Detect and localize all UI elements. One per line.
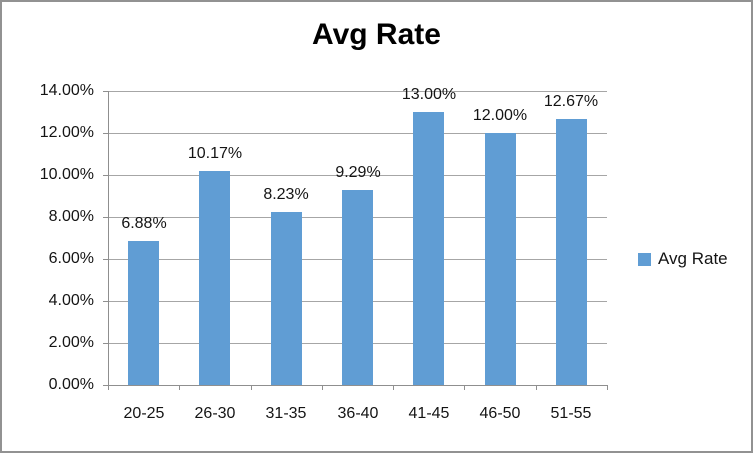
legend[interactable]: Avg Rate [638, 249, 728, 269]
y-axis-tick [103, 385, 108, 386]
bar-data-label: 13.00% [401, 86, 457, 103]
y-axis-tick [103, 91, 108, 92]
bar-36-40[interactable] [342, 190, 373, 385]
gridline [108, 175, 607, 176]
gridline [108, 133, 607, 134]
x-axis-tick [108, 385, 109, 390]
y-axis-tick-label: 8.00% [48, 208, 94, 225]
y-axis-tick-label: 14.00% [39, 82, 94, 99]
y-axis-tick-label: 10.00% [39, 166, 94, 183]
y-axis-tick [103, 133, 108, 134]
x-axis-category-label: 46-50 [479, 405, 521, 422]
bar-data-label: 8.23% [263, 186, 309, 203]
bar-31-35[interactable] [271, 212, 302, 385]
y-axis-tick-label: 12.00% [39, 124, 94, 141]
bar-data-label: 12.67% [543, 93, 599, 110]
x-axis-tick [536, 385, 537, 390]
y-axis-tick-label: 2.00% [48, 334, 94, 351]
y-axis-tick [103, 343, 108, 344]
bar-20-25[interactable] [128, 241, 159, 385]
bar-46-50[interactable] [485, 133, 516, 385]
gridline [108, 91, 607, 92]
x-axis-tick [607, 385, 608, 390]
x-axis-category-label: 36-40 [337, 405, 379, 422]
y-axis-tick [103, 259, 108, 260]
bar-data-label: 6.88% [121, 215, 167, 232]
y-axis [108, 91, 109, 386]
y-axis-tick [103, 175, 108, 176]
chart-title: Avg Rate [312, 18, 441, 51]
x-axis-category-label: 31-35 [265, 405, 307, 422]
x-axis-tick [322, 385, 323, 390]
y-axis-tick-label: 4.00% [48, 292, 94, 309]
bar-41-45[interactable] [413, 112, 444, 385]
legend-swatch-icon [638, 252, 651, 266]
x-axis-tick [179, 385, 180, 390]
legend-label: Avg Rate [658, 249, 728, 268]
bar-data-label: 9.29% [335, 164, 381, 181]
bar-26-30[interactable] [199, 171, 230, 385]
x-axis-category-label: 26-30 [194, 405, 236, 422]
x-axis-tick [393, 385, 394, 390]
x-axis-category-label: 51-55 [550, 405, 592, 422]
x-axis-tick [251, 385, 252, 390]
bar-data-label: 10.17% [187, 145, 243, 162]
bar-data-label: 12.00% [472, 107, 528, 124]
y-axis-tick-label: 6.00% [48, 250, 94, 267]
x-axis [108, 385, 608, 386]
y-axis-tick [103, 301, 108, 302]
bar-51-55[interactable] [556, 119, 587, 385]
x-axis-category-label: 41-45 [408, 405, 450, 422]
x-axis-tick [464, 385, 465, 390]
y-axis-tick-label: 0.00% [48, 376, 94, 393]
y-axis-tick [103, 217, 108, 218]
x-axis-category-label: 20-25 [123, 405, 165, 422]
